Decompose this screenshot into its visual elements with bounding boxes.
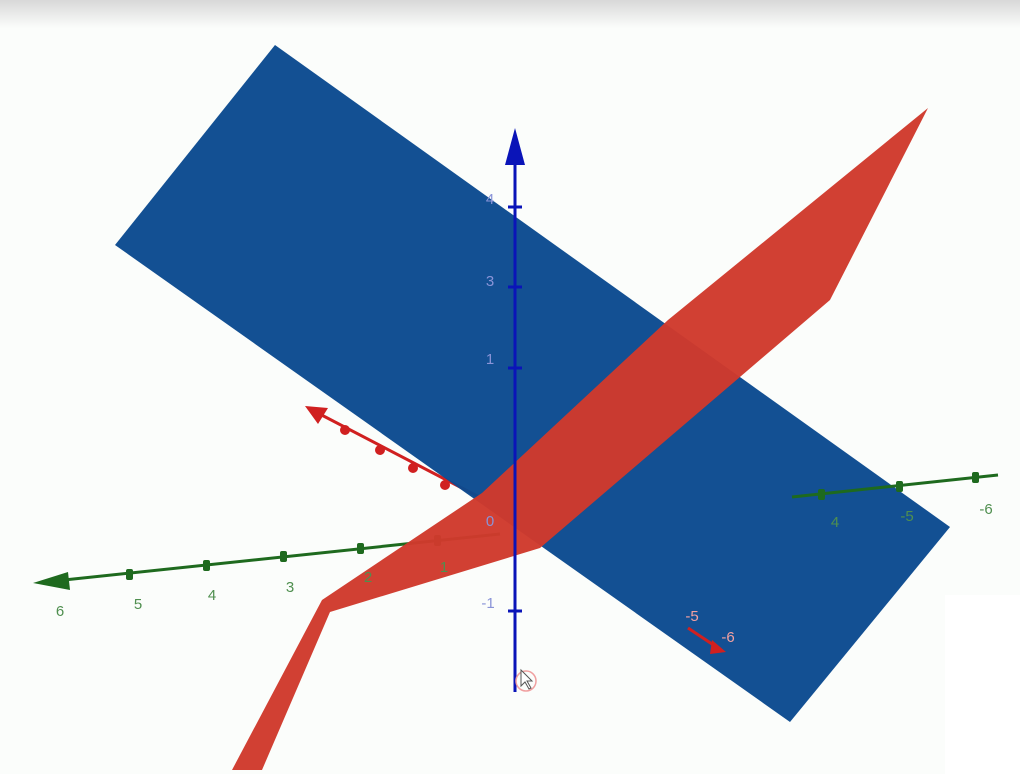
top-bar <box>0 0 1020 28</box>
z-tick-label: 4 <box>486 191 494 208</box>
green-tick-label: 1 <box>440 559 448 576</box>
green-tick-label: 4 <box>831 514 839 531</box>
axis-labels: 4 3 1 0 -1 6 5 4 3 2 1 4 -5 -6 -5 -6 <box>56 191 993 646</box>
green-axis <box>33 472 999 590</box>
z-tick-label: 1 <box>486 351 494 368</box>
green-tick-label: 6 <box>56 603 64 620</box>
cursor <box>515 668 537 692</box>
z-tick-label: 3 <box>486 273 494 290</box>
red-tick-label: -5 <box>685 608 698 625</box>
green-tick-label: 4 <box>208 587 216 604</box>
green-tick-label: 2 <box>364 569 372 586</box>
red-tick-label: -6 <box>721 629 734 646</box>
corner-panel <box>945 595 1020 774</box>
z-tick-label: 0 <box>486 513 494 530</box>
green-tick-label: -6 <box>979 501 992 518</box>
green-tick-label: 5 <box>134 596 142 613</box>
blue-plane <box>115 45 950 722</box>
red-plane <box>232 108 928 770</box>
green-tick-label: -5 <box>900 508 913 525</box>
z-tick-label: -1 <box>481 595 494 612</box>
red-axis-end <box>687 626 726 654</box>
green-tick-label: 3 <box>286 579 294 596</box>
z-axis <box>505 128 525 692</box>
